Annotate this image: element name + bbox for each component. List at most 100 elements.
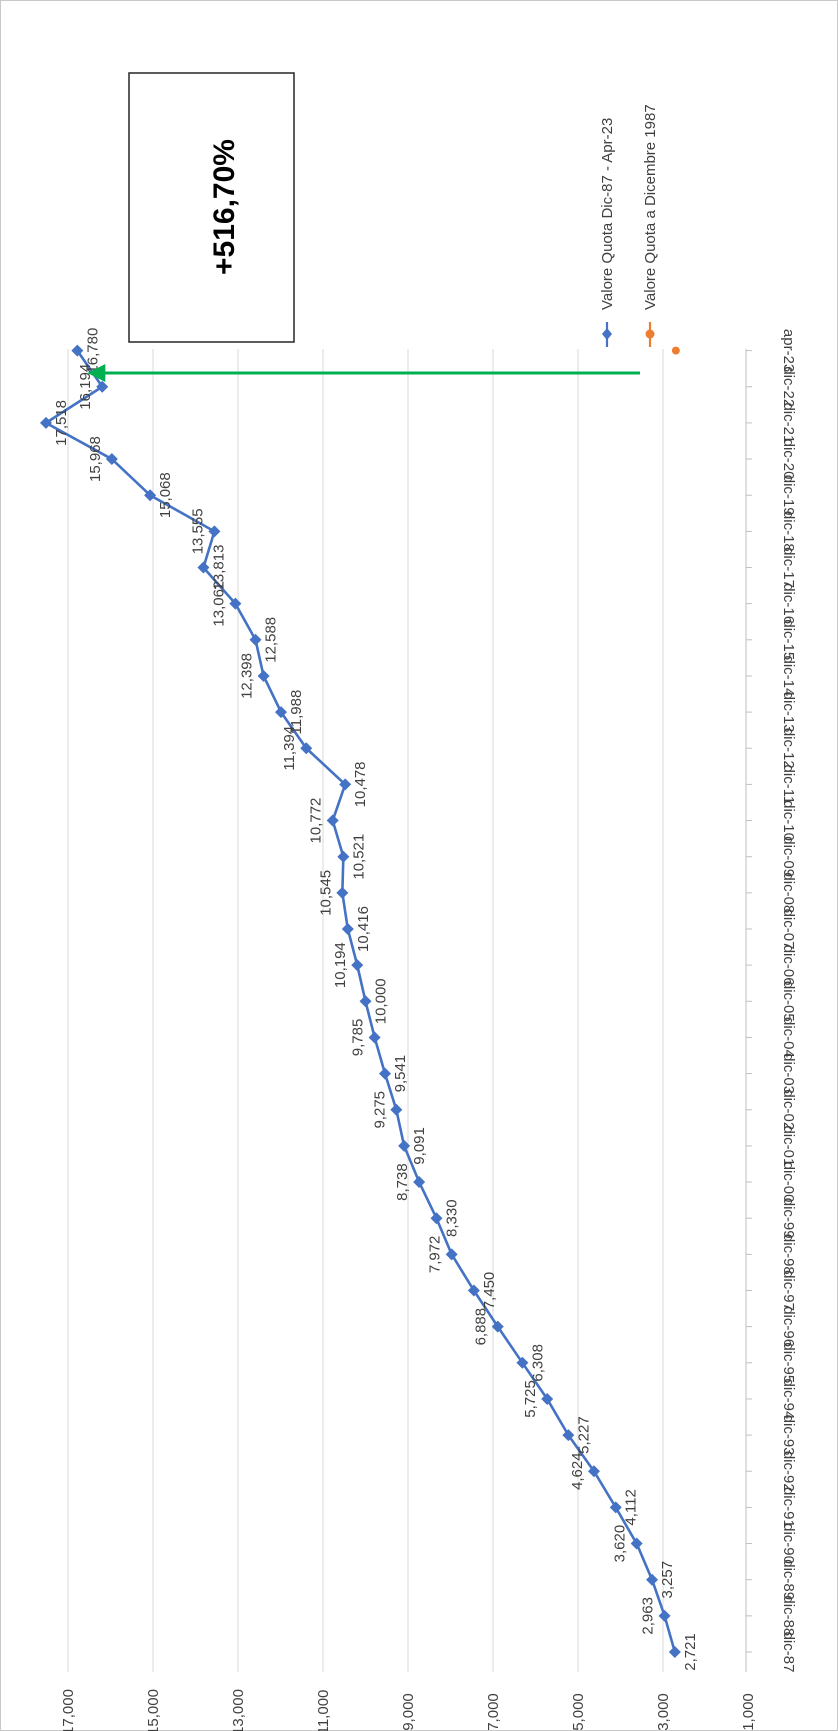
legend: Valore Quota Dic-87 - Apr-23 Valore Quota… — [599, 104, 659, 347]
value-tick-label: 15,000 — [145, 1689, 162, 1731]
value-axis: 1,000 3,000 5,000 7,000 9,000 11,000 13,000 15,… — [60, 1689, 757, 1731]
data-point — [658, 1609, 671, 1622]
category-tick-label: dic-16 — [780, 583, 797, 624]
data-label: 9,091 — [411, 1127, 428, 1165]
annotation: +516,70% — [87, 72, 640, 382]
category-tick-label: dic-20 — [780, 439, 797, 480]
category-tick-label: dic-12 — [780, 728, 797, 769]
category-tick-label: dic-17 — [780, 547, 797, 588]
category-tick-label: dic-87 — [780, 1632, 797, 1673]
data-point — [491, 1320, 504, 1333]
data-label: 8,330 — [443, 1199, 460, 1237]
data-point — [467, 1284, 480, 1297]
data-point — [339, 778, 352, 791]
category-tick-label: dic-14 — [780, 656, 797, 697]
data-label: 10,194 — [332, 942, 349, 988]
legend-label: Valore Quota a Dicembre 1987 — [642, 104, 659, 310]
data-point — [379, 1067, 392, 1080]
annotation-box — [128, 72, 295, 343]
category-tick-label: dic-13 — [780, 692, 797, 733]
arrow-head — [87, 364, 106, 382]
data-point — [587, 1465, 600, 1478]
legend-marker — [602, 328, 612, 340]
value-tick-label: 1,000 — [740, 1693, 757, 1731]
data-point — [630, 1537, 643, 1550]
data-point — [562, 1429, 575, 1442]
data-label: 10,478 — [352, 761, 369, 807]
data-point — [71, 344, 84, 357]
data-label: 15,968 — [87, 436, 104, 482]
category-tick-label: dic-22 — [780, 366, 797, 407]
legend-label: Valore Quota Dic-87 - Apr-23 — [599, 118, 616, 310]
data-label: 9,785 — [350, 1019, 367, 1057]
category-tick-label: dic-95 — [780, 1342, 797, 1383]
data-label: 13,555 — [189, 508, 206, 554]
data-label: 10,772 — [308, 798, 325, 844]
category-tick-label: dic-92 — [780, 1451, 797, 1492]
data-label: 8,738 — [394, 1163, 411, 1201]
data-label: 11,394 — [281, 726, 298, 771]
category-tick-label: dic-19 — [780, 475, 797, 516]
data-point — [257, 669, 270, 682]
data-label: 16,194 — [77, 364, 94, 410]
category-tick-label: dic-09 — [780, 836, 797, 877]
value-tick-label: 3,000 — [655, 1693, 672, 1731]
data-label: 10,545 — [317, 870, 334, 916]
data-label: 3,257 — [659, 1561, 676, 1599]
value-tick-label: 5,000 — [570, 1693, 587, 1731]
data-label: 12,588 — [262, 617, 279, 663]
data-point — [398, 1139, 411, 1152]
data-label: 9,275 — [371, 1091, 388, 1129]
data-point — [609, 1501, 622, 1514]
data-label: 15,068 — [157, 472, 174, 518]
data-label: 7,972 — [427, 1236, 444, 1274]
legend-marker — [645, 329, 655, 339]
category-tick-label: dic-04 — [780, 1017, 797, 1058]
data-label: 16,780 — [84, 328, 101, 374]
category-tick-label: dic-11 — [780, 765, 797, 805]
data-point — [646, 1573, 659, 1586]
data-point — [390, 1103, 403, 1116]
category-tick-label: dic-94 — [780, 1379, 797, 1420]
value-tick-label: 13,000 — [230, 1689, 247, 1731]
category-tick-label: dic-18 — [780, 511, 797, 552]
data-label: 6,308 — [529, 1344, 546, 1382]
data-label: 5,725 — [522, 1380, 539, 1418]
data-label: 13,813 — [210, 545, 227, 591]
data-point — [445, 1248, 458, 1261]
data-point — [337, 850, 350, 863]
data-label: 10,000 — [372, 978, 389, 1024]
data-label: 11,988 — [288, 690, 305, 735]
data-label: 17,518 — [53, 400, 70, 446]
data-point — [430, 1212, 443, 1225]
data-label: 2,963 — [640, 1597, 657, 1635]
category-tick-label: dic-93 — [780, 1415, 797, 1456]
data-label: 2,721 — [682, 1633, 699, 1671]
data-point — [39, 416, 52, 429]
series-line-group — [39, 344, 681, 1658]
category-tick-label: dic-96 — [780, 1306, 797, 1347]
category-tick-label: dic-21 — [780, 402, 797, 443]
data-label: 10,416 — [355, 906, 372, 952]
data-point — [96, 380, 109, 393]
category-tick-label: dic-10 — [780, 800, 797, 841]
data-label: 12,398 — [239, 653, 256, 699]
category-tick-label: dic-15 — [780, 619, 797, 660]
category-axis: dic-87dic-88dic-89dic-90dic-91dic-92dic-… — [745, 329, 797, 1673]
data-point — [413, 1176, 426, 1189]
category-tick-label: apr-23 — [780, 329, 797, 372]
category-tick-label: dic-89 — [780, 1559, 797, 1600]
data-point — [359, 995, 372, 1008]
data-point — [275, 706, 288, 719]
data-point — [341, 923, 354, 935]
data-label: 13,062 — [210, 581, 227, 627]
data-point — [229, 597, 242, 610]
data-point — [336, 886, 349, 899]
category-tick-label: dic-00 — [780, 1162, 797, 1203]
category-tick-label: dic-02 — [780, 1089, 797, 1130]
data-point — [300, 742, 313, 755]
category-tick-label: dic-91 — [780, 1487, 797, 1528]
data-point — [541, 1392, 554, 1405]
category-tick-label: dic-99 — [780, 1198, 797, 1239]
value-tick-label: 11,000 — [315, 1690, 332, 1731]
